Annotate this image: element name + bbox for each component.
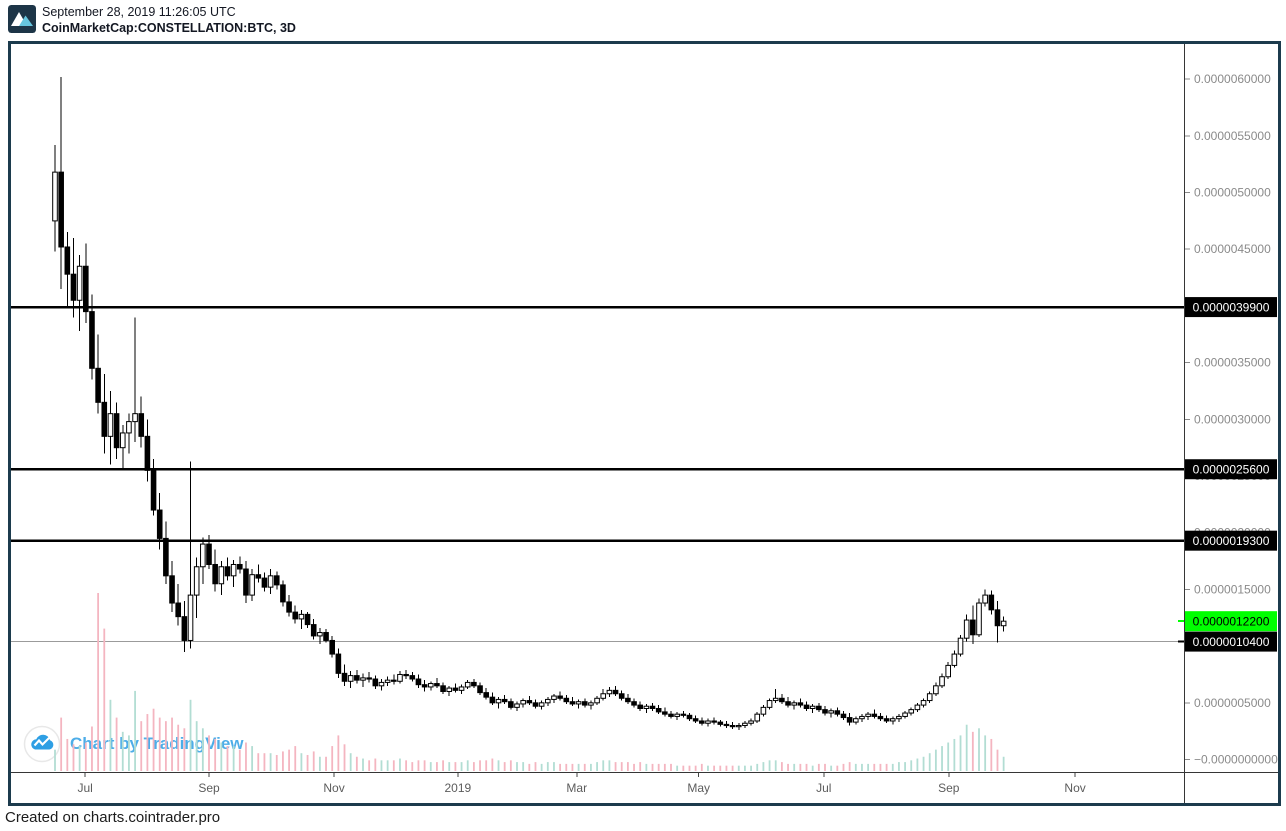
svg-text:Sep: Sep bbox=[938, 781, 960, 795]
price-axis[interactable]: 0.0000060000 0.0000055000 0.0000050000 0.00… bbox=[1184, 72, 1278, 767]
svg-text:0.0000050000: 0.0000050000 bbox=[1194, 186, 1271, 200]
svg-text:0.0000005000: 0.0000005000 bbox=[1194, 696, 1271, 710]
volume-layer bbox=[54, 593, 1005, 771]
axis-separators bbox=[11, 44, 1278, 803]
svg-text:−0.0000000000: −0.0000000000 bbox=[1194, 753, 1278, 767]
last-price-label: 0.0000012200 bbox=[1178, 611, 1277, 632]
svg-text:0.0000019300: 0.0000019300 bbox=[1193, 534, 1270, 548]
svg-text:0.0000015000: 0.0000015000 bbox=[1194, 582, 1271, 596]
footer-text: Created on charts.cointrader.pro bbox=[5, 809, 221, 826]
svg-text:2019: 2019 bbox=[445, 781, 472, 795]
footer: Created on charts.cointrader.pro bbox=[5, 809, 220, 826]
level-price-label: 0.0000019300 bbox=[1178, 530, 1277, 551]
svg-text:Jul: Jul bbox=[816, 781, 831, 795]
svg-text:Sep: Sep bbox=[198, 781, 220, 795]
svg-text:0.0000025600: 0.0000025600 bbox=[1193, 463, 1270, 477]
svg-text:Jul: Jul bbox=[78, 781, 93, 795]
svg-text:0.0000035000: 0.0000035000 bbox=[1194, 356, 1271, 370]
svg-text:0.0000010400: 0.0000010400 bbox=[1193, 635, 1270, 649]
app-logo-icon[interactable] bbox=[8, 5, 36, 33]
price-chart[interactable]: 0.0000060000 0.0000055000 0.0000050000 0.00… bbox=[11, 44, 1278, 803]
svg-text:Nov: Nov bbox=[1064, 781, 1085, 795]
header-titles: September 28, 2019 11:26:05 UTC CoinMark… bbox=[42, 4, 296, 36]
chart-container: Chart by TradingView 0.0000060000 0.00000… bbox=[8, 41, 1281, 806]
horizontal-level-lines[interactable] bbox=[11, 305, 1184, 542]
svg-text:Nov: Nov bbox=[323, 781, 344, 795]
base-price-label: 0.0000010400 bbox=[1178, 631, 1277, 652]
level-price-label: 0.0000039900 bbox=[1178, 297, 1277, 318]
time-axis[interactable]: Jul Sep Nov 2019 Mar May Jul Sep Nov bbox=[78, 772, 1086, 795]
chart-symbol-title: CoinMarketCap:CONSTELLATION:BTC, 3D bbox=[42, 21, 296, 35]
svg-text:0.0000039900: 0.0000039900 bbox=[1193, 301, 1270, 315]
tradingview-watermark[interactable]: Chart by TradingView bbox=[23, 725, 244, 763]
svg-text:0.0000012200: 0.0000012200 bbox=[1193, 615, 1270, 629]
svg-text:Mar: Mar bbox=[566, 781, 587, 795]
level-price-label: 0.0000025600 bbox=[1178, 459, 1277, 480]
candles-layer bbox=[52, 76, 1007, 731]
svg-text:0.0000030000: 0.0000030000 bbox=[1194, 412, 1271, 426]
chart-timestamp: September 28, 2019 11:26:05 UTC bbox=[42, 5, 236, 19]
header: September 28, 2019 11:26:05 UTC CoinMark… bbox=[0, 0, 1286, 41]
svg-text:May: May bbox=[687, 781, 710, 795]
svg-text:0.0000060000: 0.0000060000 bbox=[1194, 72, 1271, 86]
tradingview-logo-icon bbox=[23, 725, 61, 763]
svg-text:0.0000045000: 0.0000045000 bbox=[1194, 242, 1271, 256]
watermark-label: Chart by TradingView bbox=[70, 734, 244, 753]
svg-text:0.0000055000: 0.0000055000 bbox=[1194, 129, 1271, 143]
